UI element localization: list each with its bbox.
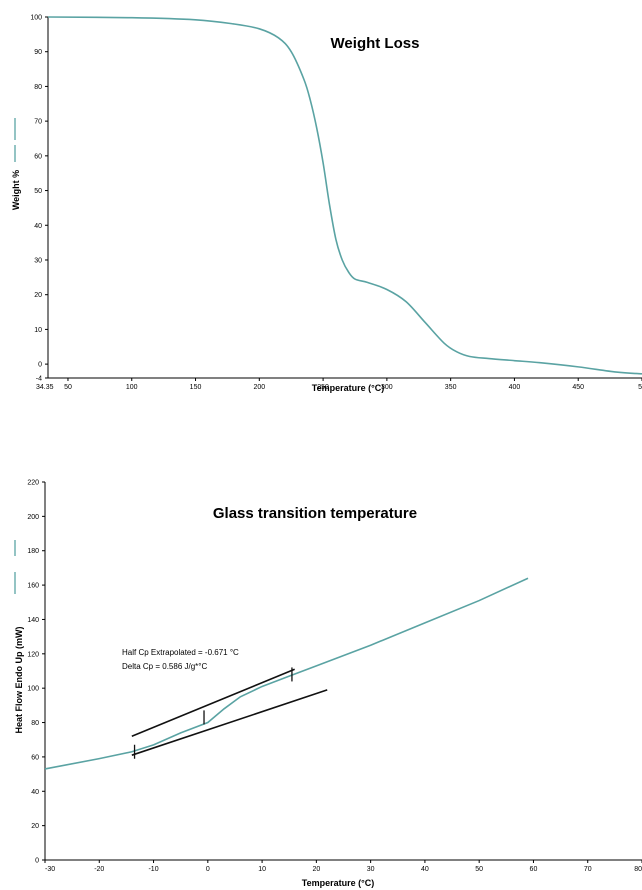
chart2-y-label: Heat Flow Endo Up (mW) <box>14 627 24 734</box>
chart1-y-tick-label: 10 <box>34 327 42 334</box>
tangent-line-1 <box>131 668 295 738</box>
heat-flow-series-line <box>44 577 529 770</box>
chart2-y-tick-label: 0 <box>35 858 39 865</box>
chart2-y-tick-label: 140 <box>27 617 39 624</box>
chart2-y-tick-label: 120 <box>27 651 39 658</box>
chart2-x-label: Temperature (°C) <box>302 878 374 888</box>
chart1-y-tick-label: 0 <box>38 362 42 369</box>
chart2-y-tick-label: 20 <box>31 823 39 830</box>
chart2-y-tick-label: 60 <box>31 754 39 761</box>
chart1-y-tick-label: 50 <box>34 188 42 195</box>
chart1-x-tick-label: 100 <box>126 384 138 391</box>
chart1-y-tick-label: 40 <box>34 223 42 230</box>
chart1-y-tick-label: 100 <box>30 15 42 22</box>
chart1-y-tick-label: 60 <box>34 153 42 160</box>
chart2-y-tick-label: 160 <box>27 583 39 590</box>
chart1-y-tick-label: 30 <box>34 257 42 264</box>
chart1-x-tick-label: 150 <box>190 384 202 391</box>
chart2-y-tick-label: 180 <box>27 548 39 555</box>
chart1-y-tick-label: 90 <box>34 49 42 56</box>
chart2-y-tick-label: 80 <box>31 720 39 727</box>
chart2-x-tick-label: 60 <box>530 866 538 873</box>
chart2-x-tick-label: -20 <box>94 866 104 873</box>
chart2-y-tick-label: 100 <box>27 686 39 693</box>
chart2-x-tick-label: 50 <box>475 866 483 873</box>
chart1-x-tick-label: 200 <box>253 384 265 391</box>
chart1-x-tick-label: 300 <box>381 384 393 391</box>
chart1-y-tick-label: 70 <box>34 119 42 126</box>
chart2-y-tick-label: 220 <box>27 480 39 487</box>
chart1-x-label: Temperature (°C) <box>312 383 384 393</box>
chart2-y-tick-label: 40 <box>31 789 39 796</box>
chart1-x-min-label: 34.35 <box>36 384 54 391</box>
chart2-y-tick-label: 200 <box>27 514 39 521</box>
chart2-x-tick-label: 20 <box>312 866 320 873</box>
chart1-x-tick-label: 50 <box>638 384 642 391</box>
chart2-x-tick-label: 0 <box>206 866 210 873</box>
chart1-x-tick-label: 250 <box>317 384 329 391</box>
chart1-y-tick-label: 20 <box>34 292 42 299</box>
annotation-half-cp: Half Cp Extrapolated = -0.671 °C <box>122 648 239 657</box>
chart2-x-tick-label: 40 <box>421 866 429 873</box>
chart1-x-tick-label: 50 <box>64 384 72 391</box>
chart2-x-tick-label: 80 <box>634 866 642 873</box>
tangent-line-2 <box>131 689 328 756</box>
chart2-x-tick-label: 70 <box>584 866 592 873</box>
annotation-delta-cp: Delta Cp = 0.586 J/g*°C <box>122 662 207 671</box>
chart2-x-tick-label: -30 <box>45 866 55 873</box>
chart1-x-tick-label: 450 <box>572 384 584 391</box>
chart1-x-tick-label: 400 <box>509 384 521 391</box>
chart2-x-tick-label: -10 <box>148 866 158 873</box>
chart2-title: Glass transition temperature <box>213 505 417 522</box>
chart2-x-tick-label: 30 <box>367 866 375 873</box>
chart1-x-tick-label: 350 <box>445 384 457 391</box>
chart1-y-tick-label: -4 <box>36 376 42 383</box>
chart1-y-label: Weight % <box>11 170 21 210</box>
chart1-title: Weight Loss <box>331 35 420 52</box>
chart2-x-tick-label: 10 <box>258 866 266 873</box>
weight-loss-series-line <box>47 16 642 375</box>
chart1-y-tick-label: 80 <box>34 84 42 91</box>
weight-loss-chart: -4 0 10 20 30 40 50 60 70 80 90 100 34.35 50 100 150 200… <box>11 15 642 393</box>
